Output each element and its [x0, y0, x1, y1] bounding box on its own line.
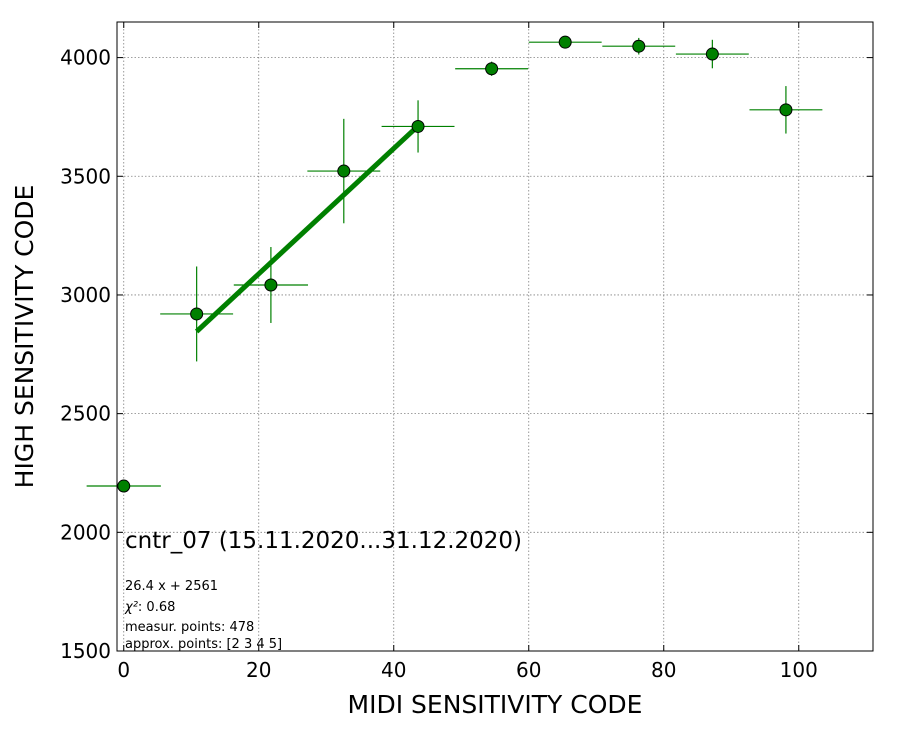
chi2-symbol: χ²: [124, 600, 138, 615]
y-tick-label: 1500: [60, 639, 111, 663]
axis-ticks: 0 20 40 60 80 100 1500 2000 2500 3000 3500 4000: [60, 22, 873, 682]
y-tick-label: 3000: [60, 283, 111, 307]
grid: [117, 22, 873, 651]
data-point: [779, 103, 793, 117]
data-point: [485, 62, 499, 76]
data-point: [705, 47, 719, 61]
plot-frame: [116, 21, 874, 652]
data-point: [558, 35, 572, 49]
annotation-title: cntr_07 (15.11.2020...31.12.2020): [125, 528, 522, 554]
x-tick-label: 80: [651, 658, 676, 682]
fit-line: [194, 124, 420, 334]
annotation-measur-points: measur. points: 478: [125, 620, 254, 635]
annotation-equation: 26.4 x + 2561: [125, 579, 218, 594]
y-tick-label: 3500: [60, 164, 111, 188]
y-tick-label: 2000: [60, 520, 111, 544]
y-tick-label: 4000: [60, 46, 111, 70]
x-tick-label: 0: [117, 658, 130, 682]
x-tick-label: 60: [516, 658, 541, 682]
x-tick-label: 100: [780, 658, 818, 682]
chi2-value: : 0.68: [138, 600, 175, 615]
fit-line-group: [194, 124, 420, 334]
error-bars: [86, 37, 823, 487]
annotation-chi2: χ²: 0.68: [124, 600, 175, 615]
x-axis-label: MIDI SENSITIVITY CODE: [348, 690, 643, 719]
data-point: [117, 479, 131, 493]
annotation-approx-points: approx. points: [2 3 4 5]: [125, 637, 282, 652]
y-axis-label: HIGH SENSITIVITY CODE: [10, 185, 39, 489]
data-point: [190, 307, 204, 321]
x-tick-label: 20: [246, 658, 271, 682]
data-point: [632, 39, 646, 53]
data-point: [411, 119, 425, 133]
data-point: [264, 278, 278, 292]
data-points: [117, 35, 793, 493]
y-tick-label: 2500: [60, 402, 111, 426]
x-tick-label: 40: [381, 658, 406, 682]
data-point: [337, 164, 351, 178]
